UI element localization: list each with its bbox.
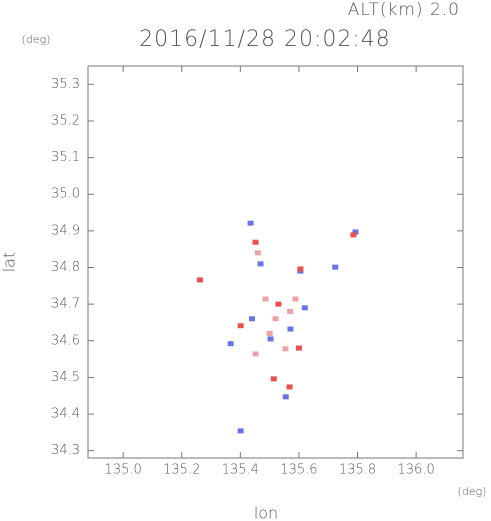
- point: [270, 376, 277, 382]
- point: [237, 323, 244, 329]
- point: [352, 229, 359, 235]
- y-tick-label: 34.8: [51, 260, 80, 275]
- point: [262, 296, 269, 302]
- y-tick-label: 35.3: [51, 77, 80, 92]
- y-tick-label: 34.9: [51, 223, 80, 238]
- y-tick-label: 34.3: [51, 443, 80, 458]
- point: [287, 308, 294, 314]
- point: [282, 346, 289, 352]
- y-tick-label: 34.5: [51, 370, 80, 385]
- point: [252, 239, 259, 245]
- x-tick-label: 135.8: [339, 463, 376, 478]
- y-tick-label: 34.7: [51, 297, 80, 312]
- plot-frame: [87, 65, 464, 459]
- point: [282, 394, 289, 400]
- point: [275, 301, 282, 307]
- point: [332, 264, 339, 270]
- y-tick-label: 34.6: [51, 333, 80, 348]
- x-tick-label: 135.0: [105, 463, 142, 478]
- point: [227, 341, 234, 347]
- point: [287, 326, 294, 332]
- x-axis-label: lon: [254, 504, 278, 521]
- x-tick-label: 135.4: [222, 463, 259, 478]
- point: [295, 345, 302, 351]
- point: [272, 316, 279, 322]
- point: [292, 296, 299, 302]
- point: [297, 266, 304, 272]
- point: [196, 277, 203, 283]
- point: [301, 305, 308, 311]
- chart-title: 2016/11/28 20:02:48: [139, 27, 391, 52]
- x-tick-label: 136.0: [398, 463, 435, 478]
- y-axis-label: lat: [0, 252, 19, 273]
- point: [286, 384, 293, 390]
- point: [249, 316, 256, 322]
- point: [350, 232, 357, 238]
- y-tick-label: 35.1: [51, 150, 80, 165]
- x-unit: (deg): [458, 485, 487, 498]
- point: [247, 220, 254, 226]
- point: [257, 261, 264, 267]
- y-tick-label: 35.0: [51, 187, 80, 202]
- point: [252, 351, 259, 357]
- point: [267, 336, 274, 342]
- y-tick-label: 35.2: [51, 113, 80, 128]
- point: [266, 330, 273, 336]
- y-unit: (deg): [22, 33, 51, 46]
- x-tick-label: 135.2: [163, 463, 200, 478]
- x-tick-label: 135.6: [280, 463, 317, 478]
- point: [237, 428, 244, 434]
- y-tick-label: 34.4: [51, 407, 80, 422]
- point: [254, 250, 261, 256]
- altitude-label: ALT(km) 2.0: [348, 0, 460, 20]
